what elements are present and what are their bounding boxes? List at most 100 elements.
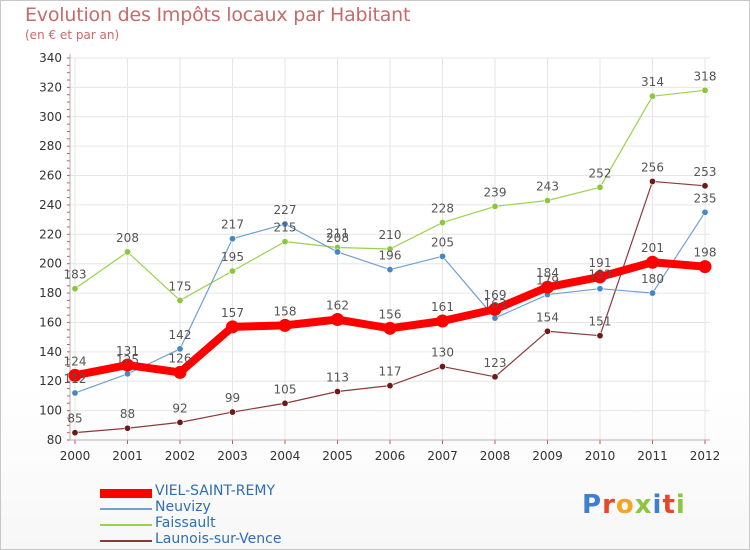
legend-swatch [100,540,152,542]
data-point-launois-sur-vence [333,388,341,396]
x-tick-label: 2002 [165,449,196,463]
data-label-launois-sur-vence: 105 [274,382,297,396]
y-tick-label: 100 [39,404,62,418]
data-point-viel-saint-remy [436,314,449,328]
data-label-viel-saint-remy: 169 [484,288,507,302]
data-label-faissault: 175 [169,279,192,293]
legend-label: VIEL-SAINT-REMY [155,483,276,499]
data-point-viel-saint-remy [331,313,344,327]
data-label-launois-sur-vence: 117 [379,365,402,379]
data-point-launois-sur-vence [281,399,289,407]
y-tick-label: 120 [39,374,62,388]
data-point-launois-sur-vence [176,418,184,426]
legend-label: Launois-sur-Vence [155,531,282,547]
data-label-launois-sur-vence: 130 [431,346,454,360]
x-tick-label: 2001 [112,449,143,463]
data-point-faissault [491,202,499,210]
x-tick-label: 2000 [60,449,91,463]
legend-item: Neuvizy [100,499,400,517]
data-point-viel-saint-remy [68,368,82,382]
y-tick-label: 220 [39,227,62,241]
y-tick-label: 80 [47,433,62,447]
data-point-faissault [596,183,604,191]
y-tick-label: 340 [39,51,62,65]
data-label-faissault: 228 [431,202,454,216]
legend-swatch [100,524,152,526]
chart-subtitle: (en € et par an) [25,28,120,42]
data-label-viel-saint-remy: 158 [274,304,297,318]
data-point-faissault [281,238,289,246]
y-tick-label: 320 [39,80,62,94]
data-label-faissault: 210 [379,228,402,242]
data-point-neuvizy [596,285,604,293]
data-point-viel-saint-remy [698,260,712,274]
data-label-viel-saint-remy: 131 [116,344,139,358]
data-label-launois-sur-vence: 151 [589,315,612,329]
data-point-viel-saint-remy [278,318,292,332]
data-label-neuvizy: 142 [169,328,192,342]
data-point-neuvizy [386,266,394,274]
legend-item: VIEL-SAINT-REMY [100,483,400,501]
data-label-launois-sur-vence: 88 [120,407,135,421]
data-point-neuvizy [71,389,79,397]
data-label-faissault: 195 [221,250,244,264]
data-label-viel-saint-remy: 191 [589,256,612,270]
data-point-neuvizy [229,235,237,243]
data-point-launois-sur-vence [438,363,446,371]
data-label-neuvizy: 163 [484,297,507,311]
data-point-faissault [71,285,79,293]
legend-swatch [100,488,152,498]
y-tick-label: 260 [39,169,62,183]
data-label-faissault: 318 [694,69,717,83]
y-tick-label: 200 [39,257,62,271]
data-label-launois-sur-vence: 92 [172,401,187,415]
data-label-neuvizy: 208 [326,231,349,245]
data-label-faissault: 211 [326,227,349,241]
x-tick-label: 2004 [270,449,301,463]
series-group [68,86,712,437]
data-label-launois-sur-vence: 123 [484,356,507,370]
logo-letter: x [634,490,653,520]
data-point-faissault [648,92,656,100]
data-point-faissault [438,219,446,227]
data-label-neuvizy: 180 [641,272,664,286]
data-point-launois-sur-vence [596,332,604,340]
data-label-faissault: 252 [589,166,612,180]
data-label-viel-saint-remy: 161 [431,300,454,314]
data-point-launois-sur-vence [543,327,551,335]
legend-item: Faissault [100,515,400,533]
data-label-launois-sur-vence: 99 [225,391,240,405]
data-point-launois-sur-vence [386,382,394,390]
data-point-viel-saint-remy [541,280,554,294]
y-tick-label: 280 [39,139,62,153]
data-label-viel-saint-remy: 126 [169,351,192,365]
data-label-neuvizy: 217 [221,218,244,232]
data-label-viel-saint-remy: 184 [536,266,559,280]
logo-letter: i [652,490,663,520]
chart-title: Evolution des Impôts locaux par Habitant [25,4,411,26]
data-point-neuvizy [491,314,499,322]
data-label-launois-sur-vence: 85 [67,412,82,426]
data-point-faissault [386,245,394,253]
x-tick-label: 2003 [217,449,248,463]
data-label-viel-saint-remy: 157 [221,306,244,320]
x-tick-label: 2011 [637,449,668,463]
data-point-faissault [543,197,551,205]
data-point-neuvizy [124,370,132,378]
x-tick-label: 2007 [427,449,458,463]
x-tick-label: 2006 [375,449,406,463]
x-tick-label: 2012 [690,449,721,463]
data-label-faissault: 208 [116,231,139,245]
data-label-launois-sur-vence: 154 [536,310,559,324]
y-tick-label: 300 [39,110,62,124]
data-point-launois-sur-vence [491,373,499,381]
data-point-viel-saint-remy [646,255,659,269]
data-point-viel-saint-remy [226,320,239,334]
data-point-faissault [701,86,709,94]
data-label-neuvizy: 183 [589,268,612,282]
logo-letter: t [662,490,676,520]
legend-item: Launois-sur-Vence [100,531,400,549]
data-label-launois-sur-vence: 256 [641,160,664,174]
